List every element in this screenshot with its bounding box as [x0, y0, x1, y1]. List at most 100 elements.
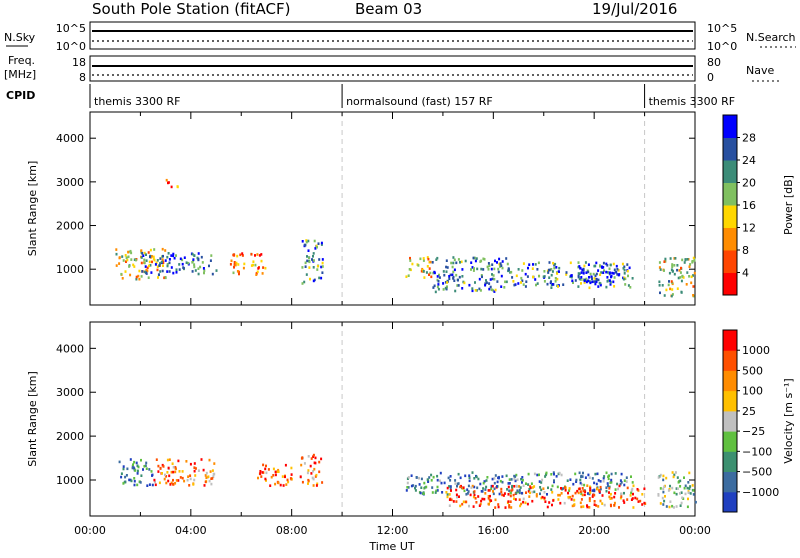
range-cell: [623, 272, 626, 275]
range-cell: [487, 268, 490, 271]
range-cell: [211, 469, 214, 472]
range-cell: [509, 491, 512, 495]
range-cell: [684, 258, 687, 262]
range-cell: [496, 485, 498, 488]
range-cell: [548, 501, 551, 504]
range-cell: [627, 284, 630, 287]
range-cell: [181, 262, 184, 266]
range-cell: [142, 254, 145, 257]
range-cell: [490, 484, 493, 488]
range-cell: [619, 479, 622, 482]
range-cell: [436, 256, 439, 260]
range-cell: [131, 466, 134, 470]
range-cell: [485, 281, 488, 284]
range-cell: [533, 485, 536, 488]
range-cell: [669, 257, 672, 260]
range-cell: [170, 481, 173, 485]
range-cell: [125, 260, 127, 263]
range-cell: [464, 474, 467, 478]
range-cell: [445, 265, 448, 269]
range-cell: [158, 481, 161, 485]
range-cell: [529, 486, 532, 490]
colorbar-tick-label: −500: [742, 466, 772, 479]
range-cell: [197, 267, 200, 270]
range-cell: [131, 465, 134, 468]
range-cell: [477, 477, 480, 481]
range-cell: [692, 285, 695, 288]
range-cell: [475, 475, 478, 479]
range-cell: [318, 470, 321, 474]
range-cell: [573, 503, 576, 506]
range-cell: [611, 271, 614, 275]
range-cell: [524, 501, 527, 505]
range-cell: [172, 465, 175, 469]
range-cell: [162, 254, 164, 258]
range-cell: [507, 500, 510, 503]
range-cell: [209, 470, 212, 473]
range-cell: [538, 274, 540, 278]
range-cell: [418, 483, 421, 486]
range-cell: [408, 268, 411, 271]
range-cell: [500, 490, 503, 494]
range-cell: [132, 263, 135, 267]
range-cell: [676, 287, 679, 290]
range-cell: [468, 476, 471, 479]
cpid-label: CPID: [6, 89, 35, 102]
range-cell: [606, 276, 609, 279]
range-cell: [579, 278, 582, 281]
range-cell: [491, 263, 494, 266]
range-cell: [482, 257, 485, 261]
range-cell: [159, 262, 161, 265]
range-cell: [264, 467, 267, 471]
range-cell: [150, 255, 153, 258]
range-cell: [149, 264, 152, 267]
range-cell: [484, 492, 487, 495]
nsearch-label: N.Search: [746, 31, 796, 44]
range-cell: [133, 483, 136, 487]
colorbar-swatch: [723, 330, 737, 351]
range-cell: [445, 491, 448, 494]
range-cell: [437, 287, 440, 291]
range-cell: [481, 275, 483, 279]
range-cell: [668, 505, 671, 509]
range-cell: [161, 269, 164, 273]
range-cell: [281, 475, 284, 478]
range-cell: [529, 491, 531, 495]
range-cell: [663, 260, 666, 263]
range-cell: [310, 472, 313, 475]
range-cell: [622, 267, 625, 270]
range-cell: [528, 495, 531, 498]
range-cell: [553, 479, 555, 482]
range-cell: [172, 271, 175, 275]
range-cell: [470, 261, 473, 264]
range-cell: [582, 505, 585, 508]
range-cell: [143, 261, 146, 265]
range-cell: [233, 261, 236, 264]
range-cell: [502, 494, 505, 497]
range-cell: [589, 485, 591, 489]
range-cell: [620, 472, 623, 476]
range-cell: [605, 471, 608, 475]
colorbar-swatch: [723, 451, 737, 472]
range-cell: [284, 475, 286, 479]
range-cell: [557, 270, 560, 273]
range-cell: [537, 261, 540, 265]
range-cell: [623, 501, 626, 504]
range-cell: [275, 470, 278, 473]
range-cell: [492, 274, 495, 277]
range-cell: [550, 273, 553, 277]
range-cell: [521, 491, 523, 495]
range-cell: [285, 483, 288, 486]
range-cell: [591, 489, 594, 492]
nsky-label: N.Sky: [4, 31, 36, 44]
range-cell: [155, 261, 158, 265]
range-cell: [181, 470, 184, 473]
range-cell: [166, 263, 169, 266]
range-cell: [605, 270, 608, 274]
range-cell: [671, 293, 674, 296]
range-cell: [480, 499, 483, 503]
range-cell: [132, 463, 134, 466]
range-cell: [588, 499, 591, 503]
range-cell: [543, 496, 546, 500]
range-cell: [511, 276, 514, 279]
